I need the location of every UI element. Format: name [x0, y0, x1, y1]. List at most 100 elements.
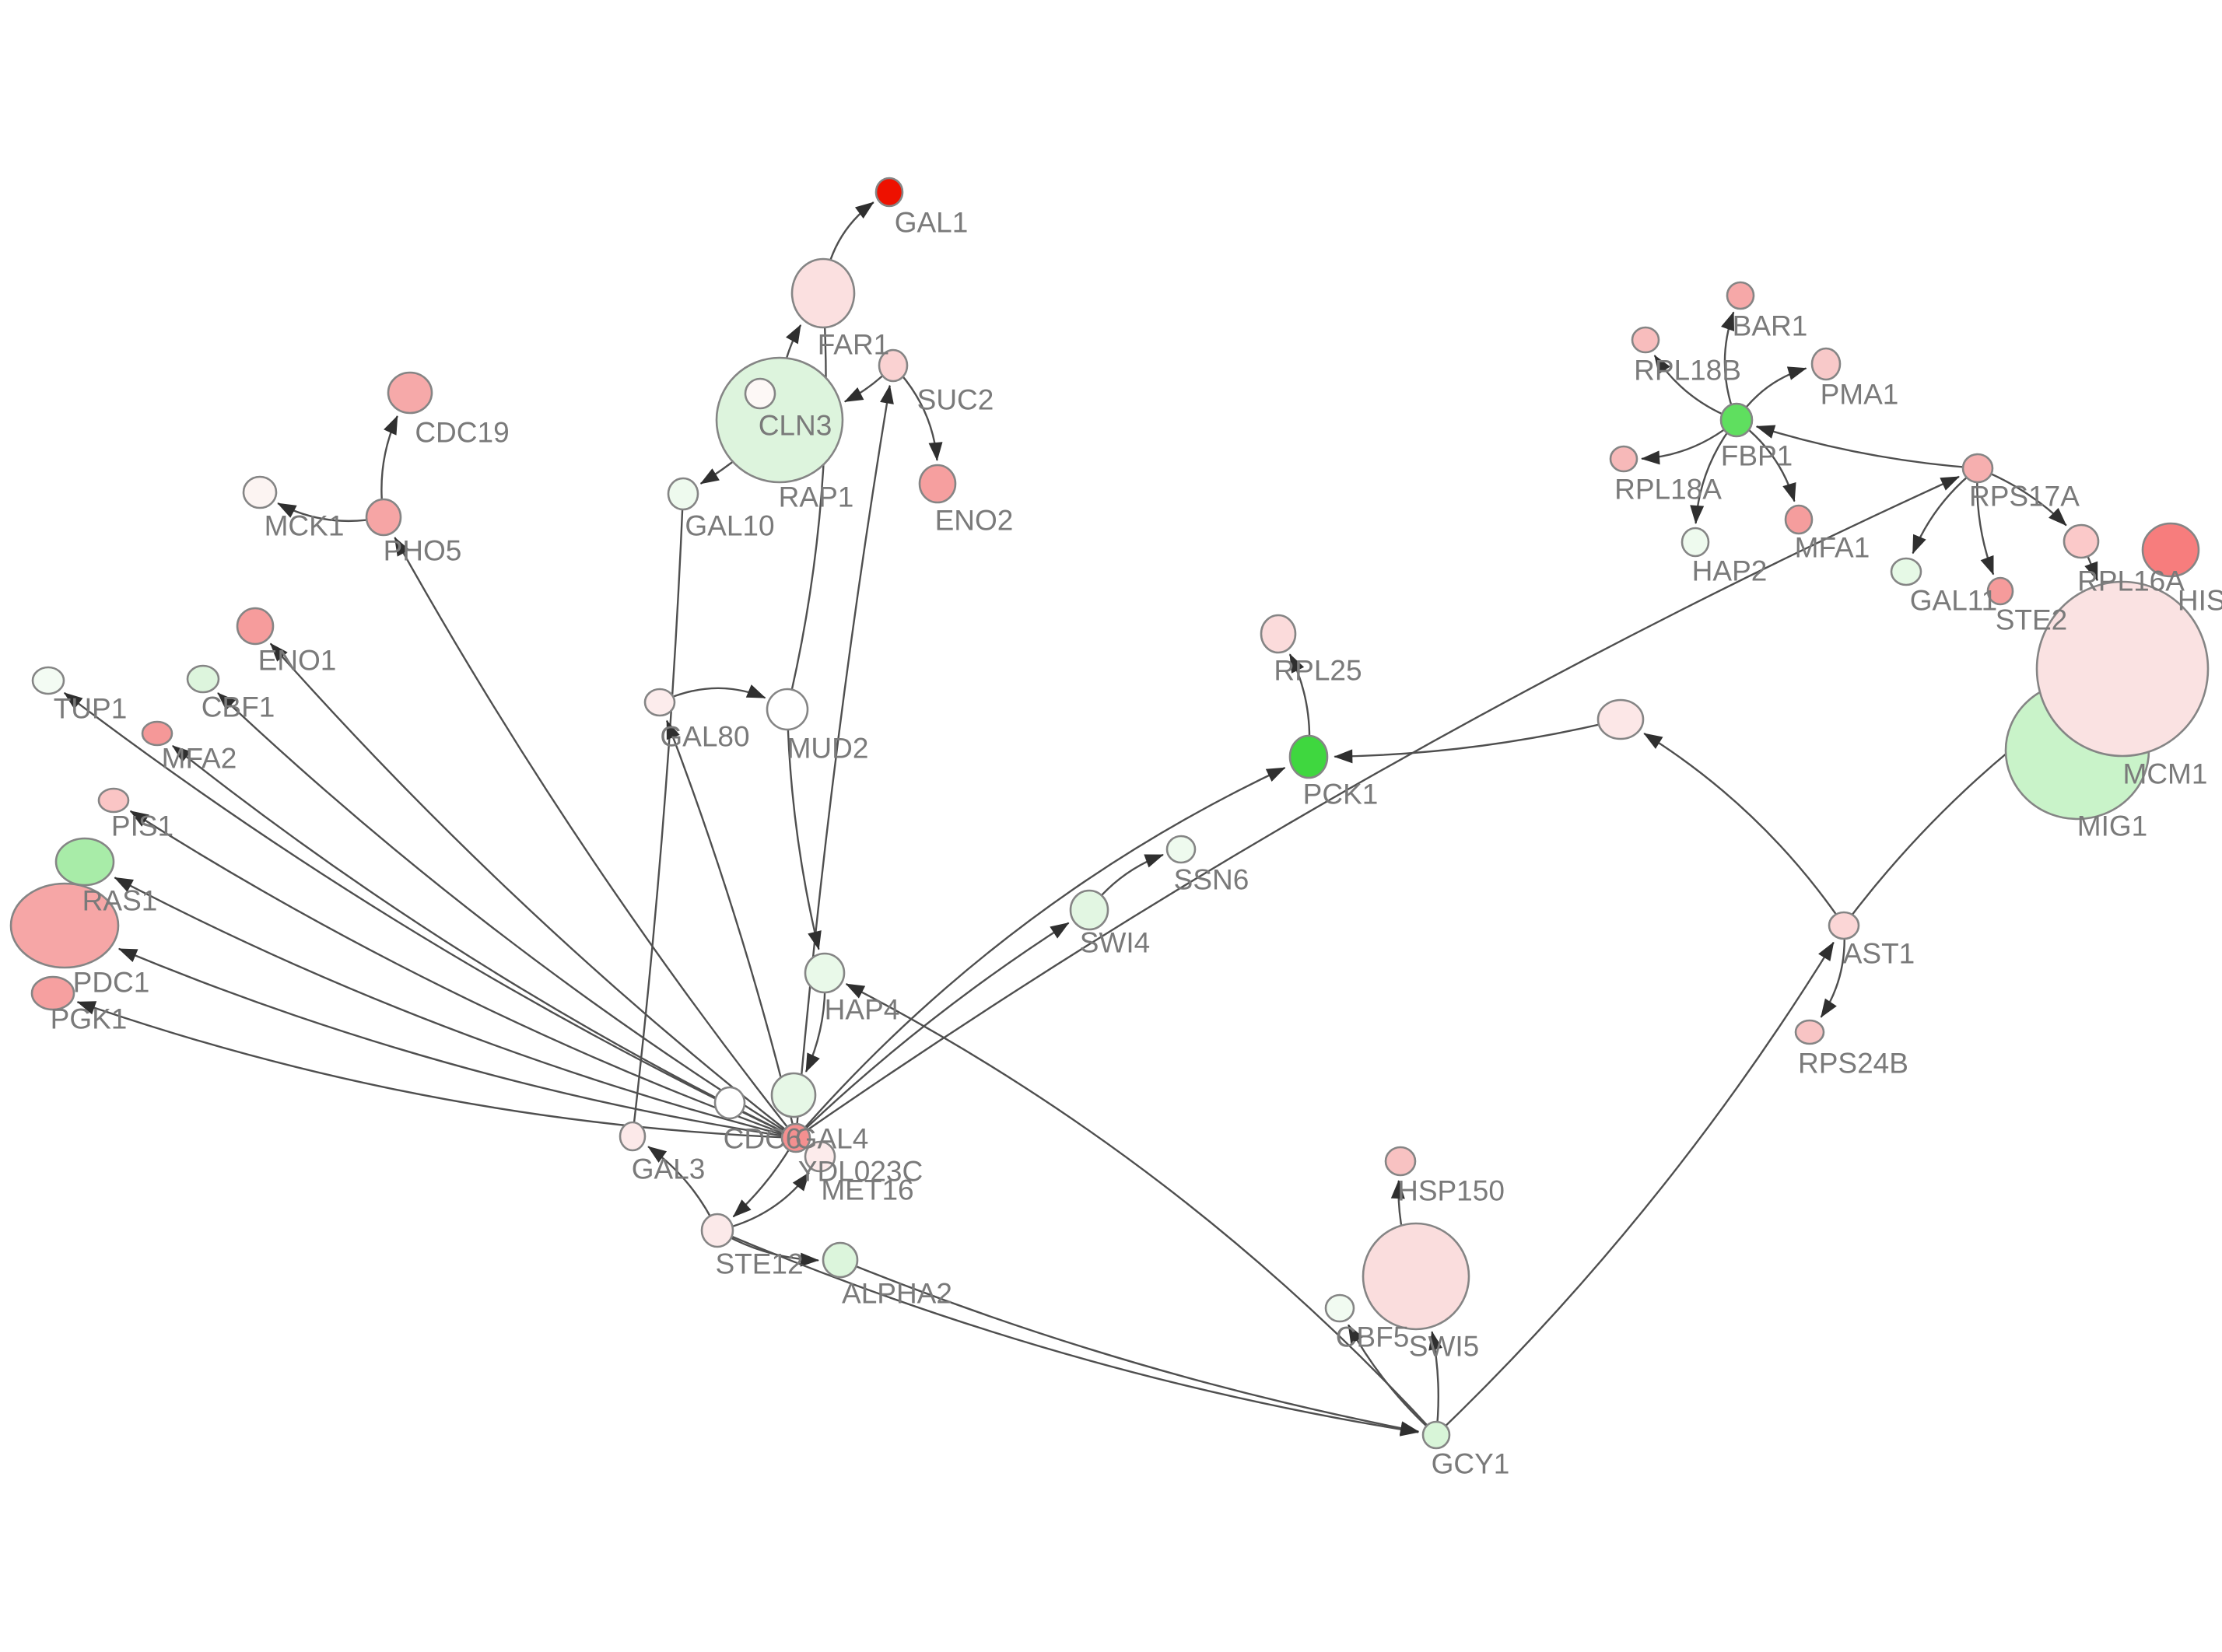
node-layer [9, 177, 2210, 1450]
node-cdc6[interactable] [713, 1086, 746, 1120]
label-gal4: GAL4 [795, 1123, 869, 1155]
label-ste2: STE2 [1996, 604, 2068, 636]
edge-ydl023c-suc2[interactable] [794, 384, 894, 1139]
node-rpl16a[interactable] [2063, 523, 2100, 559]
edge-unnamed-pck1[interactable] [1334, 718, 1621, 764]
node-tup1[interactable] [31, 666, 65, 695]
node-far1[interactable] [790, 257, 856, 329]
edge-rps17a-gal11[interactable] [1912, 467, 1978, 555]
edge-rps17a-fbp1[interactable] [1755, 425, 1978, 470]
edge-alpha2-gcy1[interactable] [839, 1258, 1420, 1436]
label-his4: HIS4 [2178, 585, 2222, 617]
edge-ydl023c-pdc1[interactable] [117, 947, 797, 1139]
edge-ydl023c-mfa2[interactable] [172, 744, 797, 1139]
node-gal80[interactable] [643, 688, 676, 717]
label-gal80: GAL80 [660, 721, 749, 753]
edge-ydl023c-tup1[interactable] [63, 691, 797, 1139]
node-ras1[interactable] [54, 837, 115, 887]
label-far1: FAR1 [818, 329, 890, 361]
node-hap2[interactable] [1681, 527, 1710, 558]
node-pho5[interactable] [365, 498, 402, 537]
node-pma1[interactable] [1810, 347, 1842, 381]
edge-gcy1-ast1[interactable] [1435, 941, 1835, 1436]
node-his4[interactable] [2141, 522, 2200, 578]
label-mck1: MCK1 [265, 510, 345, 542]
node-gal1[interactable] [874, 177, 904, 208]
node-pis1[interactable] [97, 787, 130, 814]
node-mud2[interactable] [766, 688, 809, 731]
label-layer: RAP1 MIG1 MCM1 SWI5 PDC1 FAR1 RAS1 HIS4RPL16A GA… [51, 207, 2222, 1480]
node-gal10[interactable] [667, 477, 699, 511]
label-cbf5: CBF5 [1336, 1321, 1410, 1353]
node-ast1[interactable] [1828, 911, 1860, 940]
edge-ydl023c-rps17a[interactable] [795, 475, 1960, 1139]
node-rpl18a[interactable] [1609, 445, 1638, 473]
node-mfa2[interactable] [141, 720, 173, 747]
node-ste2[interactable] [1986, 576, 2014, 606]
edge-ydl023c-pck1[interactable] [795, 767, 1286, 1139]
label-alpha2: ALPHA2 [842, 1278, 952, 1310]
edge-ydl023c-eno1[interactable] [269, 642, 797, 1139]
node-rps24b[interactable] [1794, 1019, 1825, 1045]
node-mcm1[interactable] [2035, 580, 2210, 758]
node-mfa1[interactable] [1784, 504, 1814, 535]
node-mck1[interactable] [242, 475, 278, 509]
node-cdc19[interactable] [387, 371, 433, 415]
edge-ydl023c-pgk1[interactable] [76, 1001, 797, 1139]
edge-ydl023c-pho5[interactable] [394, 537, 797, 1139]
node-hap4[interactable] [804, 952, 846, 994]
label-hsp150: HSP150 [1397, 1175, 1505, 1207]
node-unlabeled-pink[interactable] [1596, 698, 1645, 740]
edge-layer [63, 201, 2098, 1437]
node-rpl25[interactable] [1260, 614, 1297, 654]
node-ste12[interactable] [700, 1213, 734, 1248]
node-cbf1[interactable] [186, 664, 220, 694]
node-bar1[interactable] [1726, 281, 1755, 310]
node-pck1[interactable] [1288, 734, 1329, 779]
node-fbp1[interactable] [1719, 402, 1754, 438]
node-pdc1[interactable] [9, 882, 120, 969]
edge-gal10-gal3[interactable] [631, 493, 685, 1137]
node-rpl18b[interactable] [1631, 326, 1660, 354]
node-ssn6[interactable] [1165, 835, 1197, 864]
node-met16[interactable] [804, 1140, 836, 1173]
label-cdc6: CDC6 [724, 1123, 802, 1155]
node-swi4[interactable] [1069, 889, 1109, 931]
edge-ydl023c-cbf1[interactable] [217, 692, 797, 1139]
label-mcm1: MCM1 [2123, 758, 2208, 790]
label-mig1: MIG1 [2077, 810, 2147, 842]
node-gcy1[interactable] [1421, 1420, 1451, 1450]
label-rpl16a: RPL16A [2077, 565, 2185, 597]
edge-ydl023c-ras1[interactable] [114, 877, 797, 1139]
node-swi5[interactable] [1362, 1222, 1470, 1331]
edge-gcy1-hap4[interactable] [845, 983, 1437, 1436]
edge-ydl023c-pis1[interactable] [129, 810, 797, 1139]
edge-mud2-hap4[interactable] [786, 709, 822, 950]
node-eno2[interactable] [918, 464, 957, 504]
node-cln3[interactable] [744, 377, 776, 410]
node-gal11[interactable] [1890, 557, 1922, 586]
edge-ste12-gcy1[interactable] [717, 1229, 1420, 1437]
node-gal4[interactable] [770, 1072, 817, 1118]
label-pis1: PIS1 [111, 810, 173, 842]
label-cdc19: CDC19 [415, 417, 509, 449]
label-gcy1: GCY1 [1432, 1448, 1510, 1480]
node-suc2[interactable] [878, 348, 909, 383]
node-hsp150[interactable] [1384, 1146, 1417, 1177]
node-alpha2[interactable] [822, 1241, 859, 1279]
node-ydl023c[interactable] [780, 1122, 811, 1153]
label-bar1: BAR1 [1733, 310, 1808, 342]
edge-ast1-unnamed[interactable] [1643, 732, 1845, 926]
node-rps17a[interactable] [1961, 453, 1994, 484]
edge-ydl023c-gal80[interactable] [665, 719, 797, 1139]
node-cbf5[interactable] [1324, 1293, 1355, 1323]
edge-gal80-mud2[interactable] [659, 684, 766, 704]
node-pgk1[interactable] [30, 975, 75, 1011]
node-eno1[interactable] [236, 607, 275, 646]
node-gal3[interactable] [619, 1121, 647, 1152]
edge-ydl023c-swi4[interactable] [795, 922, 1070, 1139]
edge-far1-mud2[interactable] [786, 292, 827, 710]
label-ste12: STE12 [715, 1248, 803, 1280]
